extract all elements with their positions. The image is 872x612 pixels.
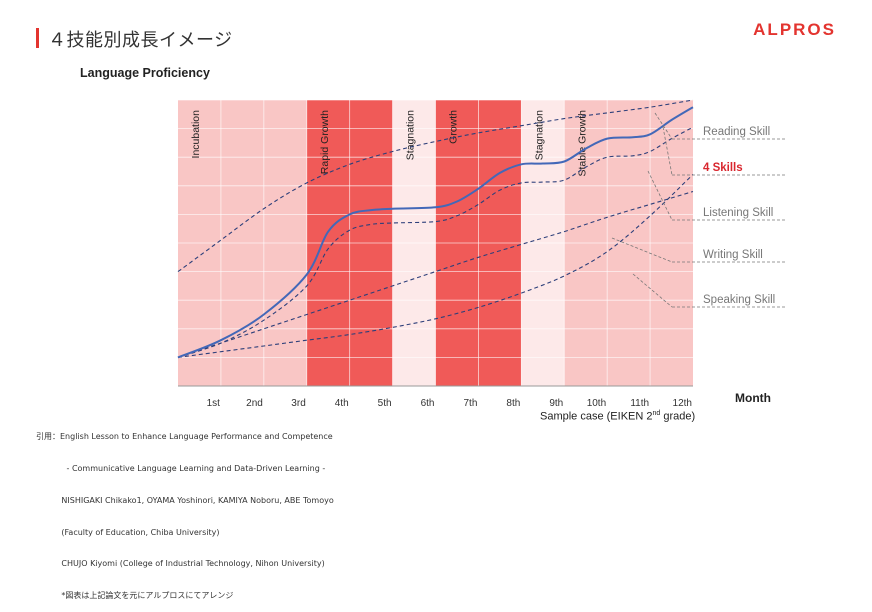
legend-label-speaking-skill: Speaking Skill [703, 294, 775, 306]
x-tick-label: 10th [587, 398, 606, 409]
phase-label-0: Incubation [190, 110, 202, 159]
y-axis-label: Language Proficiency [80, 66, 210, 80]
legend-label-listening-skill: Listening Skill [703, 207, 773, 219]
phase-label-3: Growth [448, 110, 460, 144]
x-sublabel-sup: nd [652, 410, 661, 417]
x-tick-label: 12th [673, 398, 692, 409]
x-tick-label: 1st [207, 398, 221, 409]
x-axis-sublabel: Sample case (EIKEN 2nd grade) [540, 410, 695, 423]
legend-label-writing-skill: Writing Skill [703, 249, 763, 261]
citation-line: *図表は上記論文を元にアルプロスにてアレンジ [36, 591, 234, 601]
legend-label-reading-skill: Reading Skill [703, 126, 770, 138]
x-tick-label: 7th [464, 398, 478, 409]
x-tick-label: 8th [506, 398, 520, 409]
page-title: ４技能別成長イメージ [48, 30, 233, 51]
x-tick-label: 4th [335, 398, 349, 409]
citation-line: - Communicative Language Learning and Da… [36, 463, 326, 473]
legend-leader-line [611, 237, 673, 263]
alpros-logo: ALPROS [753, 20, 836, 39]
x-axis-label: Month [735, 391, 771, 405]
x-sublabel-end: grade) [660, 410, 696, 423]
x-tick-label: 2nd [246, 398, 263, 409]
phase-label-2: Stagnation [405, 110, 417, 160]
series-line-speaking-skill [177, 174, 694, 358]
citation-line: (Faculty of Education, Chiba University) [36, 527, 220, 537]
citation-line: NISHIGAKI Chikako1, OYAMA Yoshinori, KAM… [36, 495, 334, 505]
x-tick-label: 9th [549, 398, 563, 409]
series-line-4-skills [177, 106, 694, 359]
citation-line: 引用：English Lesson to Enhance Language Pe… [36, 432, 333, 442]
legend-leader-line [662, 126, 673, 176]
legend-leader-line [654, 112, 673, 140]
x-tick-label: 6th [421, 398, 435, 409]
growth-chart: 1st 2nd 3rd 4th 5th 6th 7th 8th 9th 10th 11th 12th I… [177, 99, 786, 409]
x-sublabel-text: Sample case (EIKEN 2 [540, 410, 653, 423]
phase-label-1: Rapid Growth [319, 110, 331, 174]
series-line-reading-skill [177, 99, 694, 273]
x-tick-label: 3rd [291, 398, 305, 409]
citation-line: CHUJO Kiyomi (College of Industrial Tech… [36, 559, 325, 569]
x-tick-label: 11th [630, 398, 649, 409]
phase-label-4: Stagnation [533, 110, 545, 160]
legend-leader-line [632, 273, 673, 308]
series-line-listening-skill [177, 126, 694, 358]
legend-label-4-skills: 4 Skills [703, 162, 743, 174]
phase-label-5: Stable Growth [576, 110, 588, 177]
title-accent-bar [36, 28, 39, 48]
x-tick-label: 5th [378, 398, 392, 409]
citation: 引用：English Lesson to Enhance Language Pe… [36, 411, 334, 612]
legend-leader-line [647, 170, 673, 221]
series-line-writing-skill [177, 190, 694, 358]
